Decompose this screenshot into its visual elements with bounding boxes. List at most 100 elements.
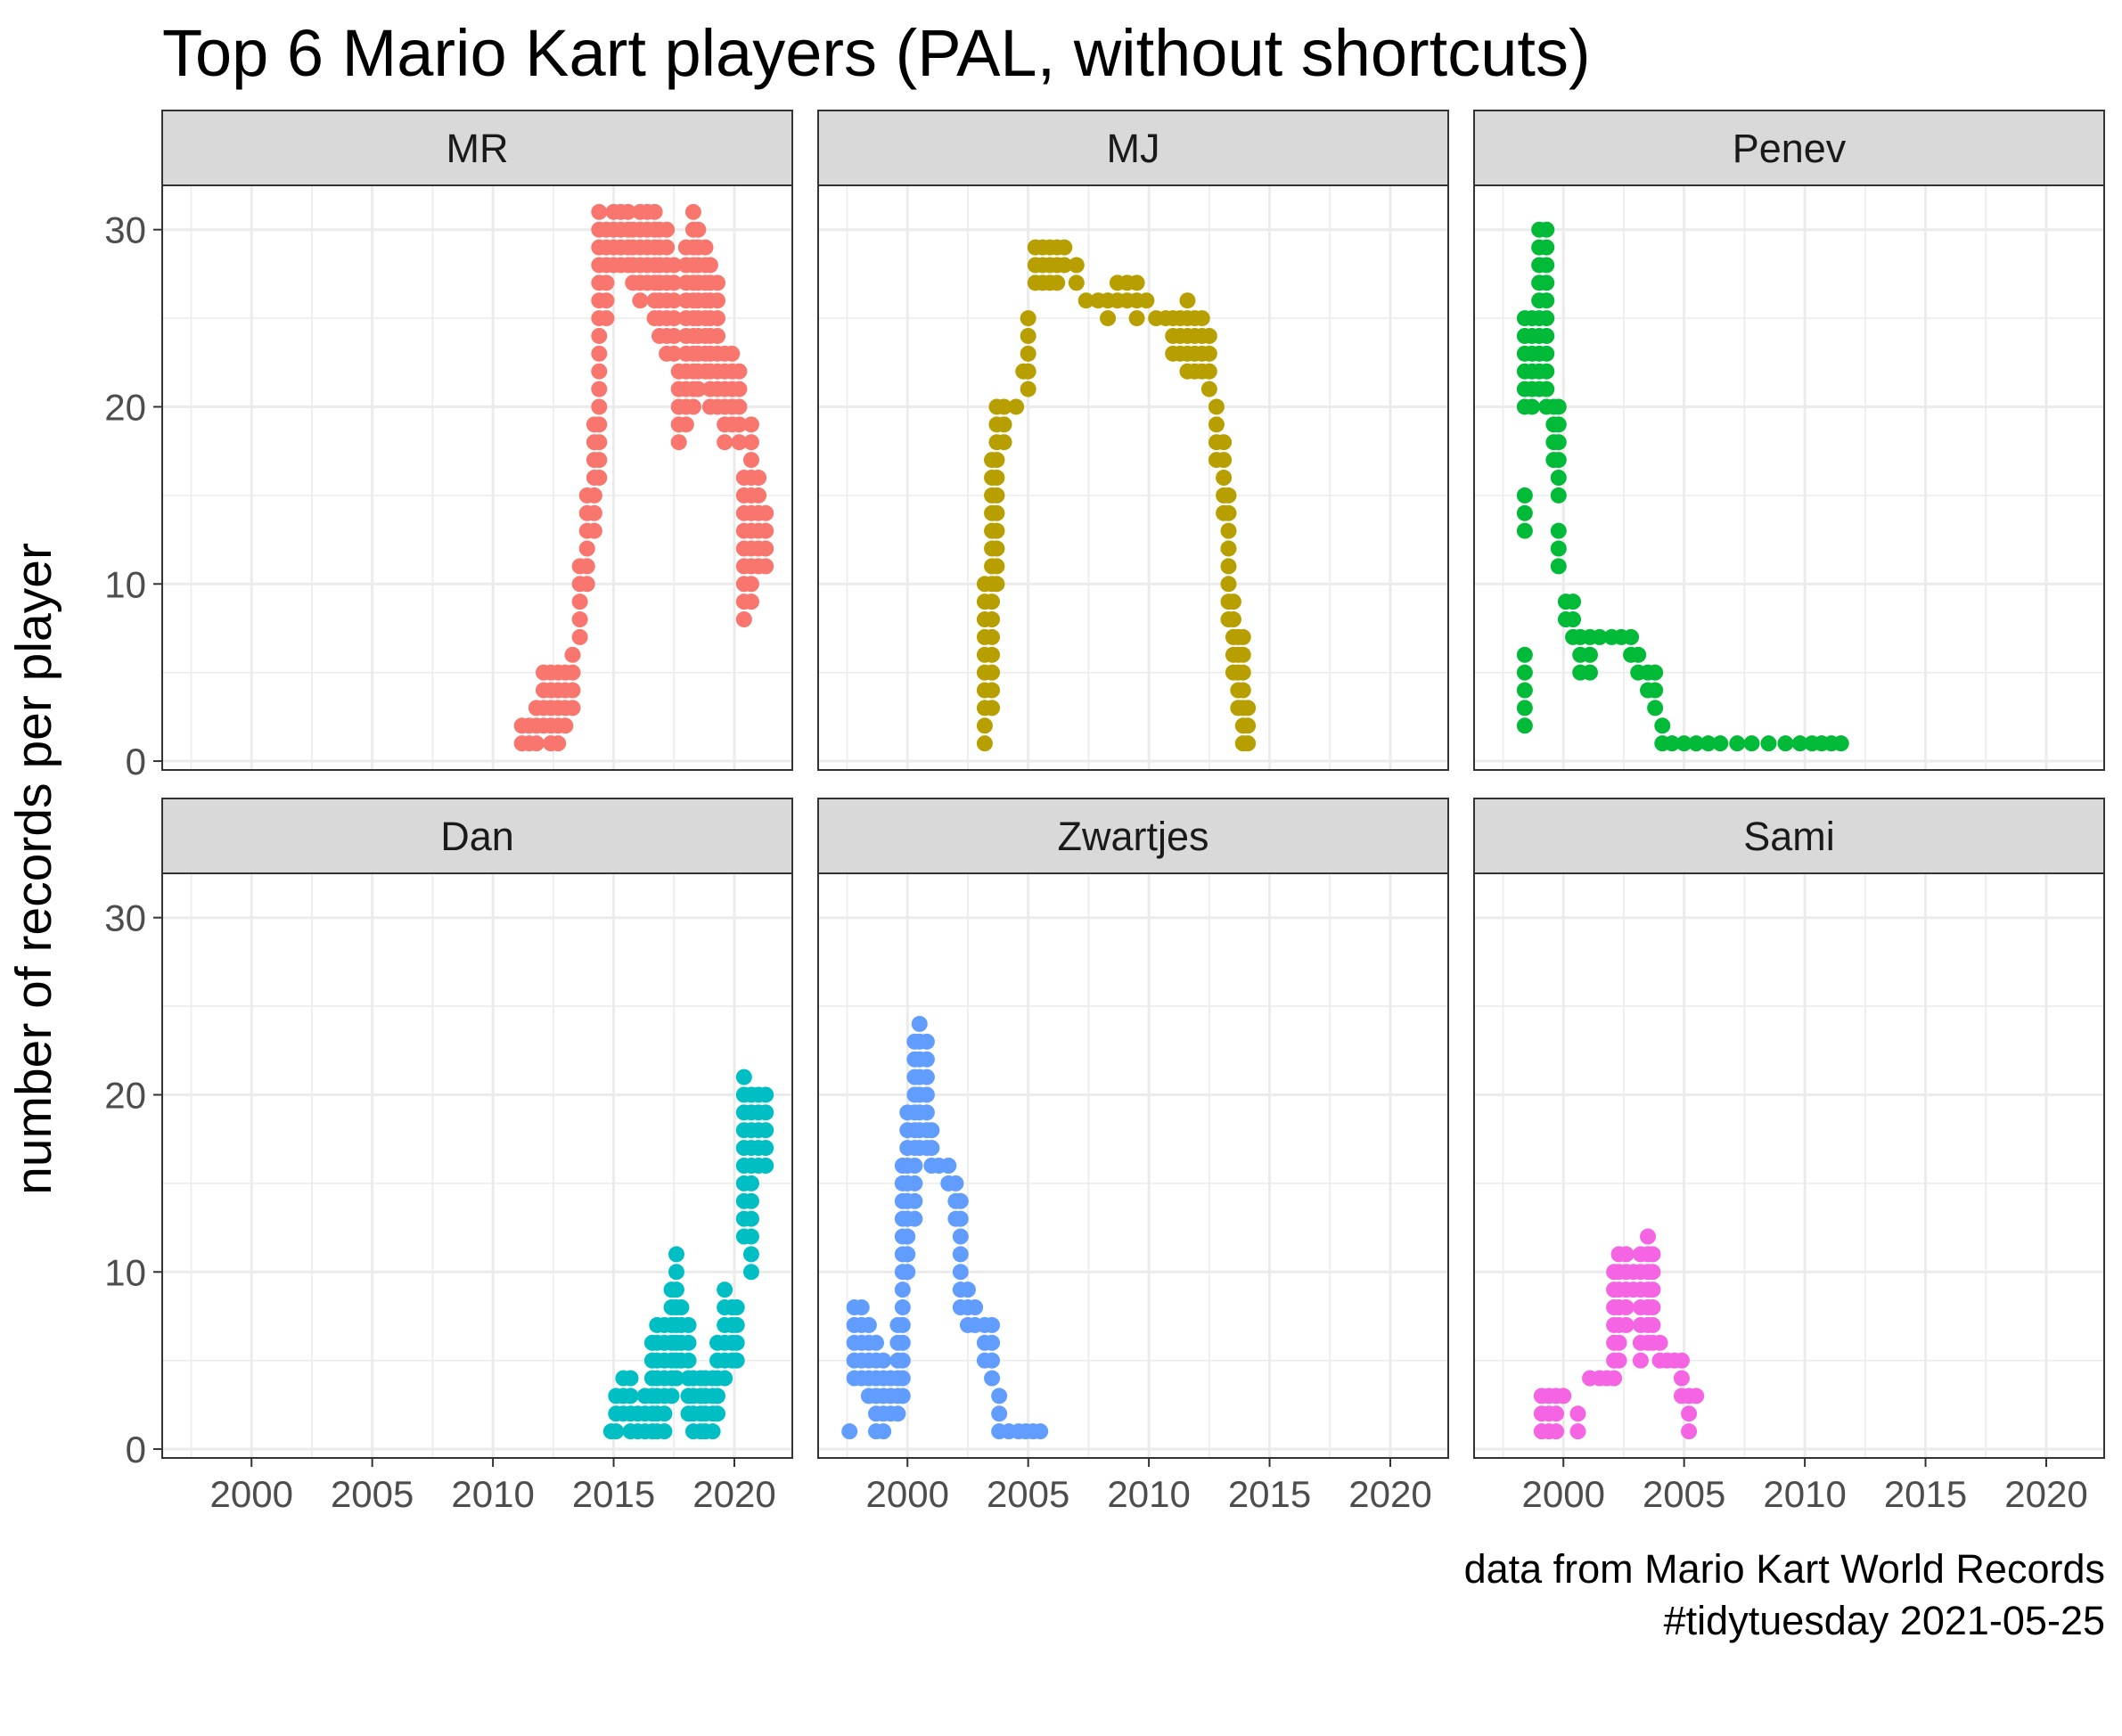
data-point xyxy=(668,1282,684,1298)
data-point xyxy=(868,1334,885,1351)
data-point xyxy=(995,416,1012,433)
data-point xyxy=(1538,292,1555,309)
data-point xyxy=(728,1334,745,1351)
data-point xyxy=(967,1299,984,1316)
data-point xyxy=(1200,345,1217,362)
panel-sami: Sami 2000 2005 2010 2015 2020 xyxy=(1473,798,2105,1515)
panel-penev: Penev xyxy=(1473,110,2105,771)
data-point xyxy=(1200,327,1217,344)
data-point xyxy=(742,1210,759,1227)
data-point xyxy=(988,504,1005,521)
data-point xyxy=(1516,646,1533,663)
data-point xyxy=(952,1228,969,1245)
data-point xyxy=(984,1334,1001,1351)
x-tick-label: 2020 xyxy=(692,1473,775,1515)
data-point xyxy=(1729,735,1746,752)
data-point xyxy=(1550,452,1567,469)
points-dan xyxy=(602,1069,774,1440)
x-tick-label: 2010 xyxy=(451,1473,534,1515)
data-point xyxy=(758,522,774,539)
data-point xyxy=(684,203,701,220)
data-point xyxy=(731,434,748,451)
data-point xyxy=(1632,1352,1649,1369)
data-point xyxy=(632,292,649,309)
data-point xyxy=(1538,363,1555,380)
data-point xyxy=(1550,522,1567,539)
data-point xyxy=(666,345,683,362)
data-point xyxy=(1550,398,1567,415)
data-point xyxy=(668,1246,684,1263)
data-point xyxy=(1200,363,1217,380)
data-point xyxy=(742,416,759,433)
data-point xyxy=(684,398,701,415)
chart-title: Top 6 Mario Kart players (PAL, without s… xyxy=(162,16,1591,90)
data-point xyxy=(1675,735,1692,752)
data-point xyxy=(1640,1228,1657,1245)
facet-strip xyxy=(161,798,793,874)
data-point xyxy=(1623,628,1640,645)
data-point xyxy=(988,487,1005,504)
data-point xyxy=(1220,558,1237,575)
y-axis-label: number of records per player xyxy=(5,543,62,1195)
data-point xyxy=(894,1299,911,1316)
data-point xyxy=(1610,1334,1627,1351)
data-point xyxy=(1618,1299,1635,1316)
data-point xyxy=(735,1069,752,1085)
data-point xyxy=(906,1158,923,1174)
facet-panels: MR 0 10 20 30 MJ Penev Dan 0 10 20 30 2000 2005 2010 20… xyxy=(104,110,2105,1515)
data-point xyxy=(995,434,1012,451)
data-point xyxy=(923,1140,940,1157)
x-tick-label: 2010 xyxy=(1107,1473,1190,1515)
panel-dan: Dan 0 10 20 30 2000 2005 2010 2015 2020 xyxy=(104,798,793,1515)
data-point xyxy=(1524,398,1541,415)
data-point xyxy=(1582,664,1599,681)
data-point xyxy=(728,1316,745,1333)
data-point xyxy=(1208,416,1225,433)
data-point xyxy=(1538,310,1555,327)
data-point xyxy=(906,1210,923,1227)
data-point xyxy=(1647,700,1664,717)
data-point xyxy=(591,434,608,451)
data-point xyxy=(622,1370,639,1387)
data-point xyxy=(1225,611,1241,628)
data-point xyxy=(680,1316,697,1333)
data-point xyxy=(1647,682,1664,699)
data-point xyxy=(742,1228,759,1245)
data-point xyxy=(952,1264,969,1281)
data-point xyxy=(984,682,1001,699)
data-point xyxy=(591,363,608,380)
data-point xyxy=(988,470,1005,486)
data-point xyxy=(1538,239,1555,256)
data-point xyxy=(728,1299,745,1316)
data-point xyxy=(1548,1423,1565,1440)
panel-border xyxy=(161,184,793,771)
data-point xyxy=(1020,345,1036,362)
data-point xyxy=(1179,292,1196,309)
data-point xyxy=(697,239,714,256)
data-point xyxy=(571,594,588,610)
data-point xyxy=(952,1210,969,1227)
plot-background xyxy=(1474,873,2104,1458)
panel-border xyxy=(161,872,793,1459)
data-point xyxy=(984,646,1001,663)
data-point xyxy=(984,664,1001,681)
data-point xyxy=(984,611,1001,628)
data-point xyxy=(646,203,663,220)
data-point xyxy=(742,594,759,610)
panel-border xyxy=(817,872,1449,1459)
data-point xyxy=(598,310,615,327)
data-point xyxy=(666,292,683,309)
data-point xyxy=(728,1352,745,1369)
panel-mr: MR 0 10 20 30 xyxy=(104,110,793,782)
data-point xyxy=(731,381,748,397)
data-point xyxy=(991,1388,1008,1404)
data-point xyxy=(1516,717,1533,734)
data-point xyxy=(1056,239,1073,256)
data-point xyxy=(598,292,615,309)
data-point xyxy=(591,398,608,415)
data-point xyxy=(1234,628,1251,645)
data-point xyxy=(984,1352,1001,1369)
data-point xyxy=(1234,664,1251,681)
plot-background xyxy=(1474,185,2104,770)
